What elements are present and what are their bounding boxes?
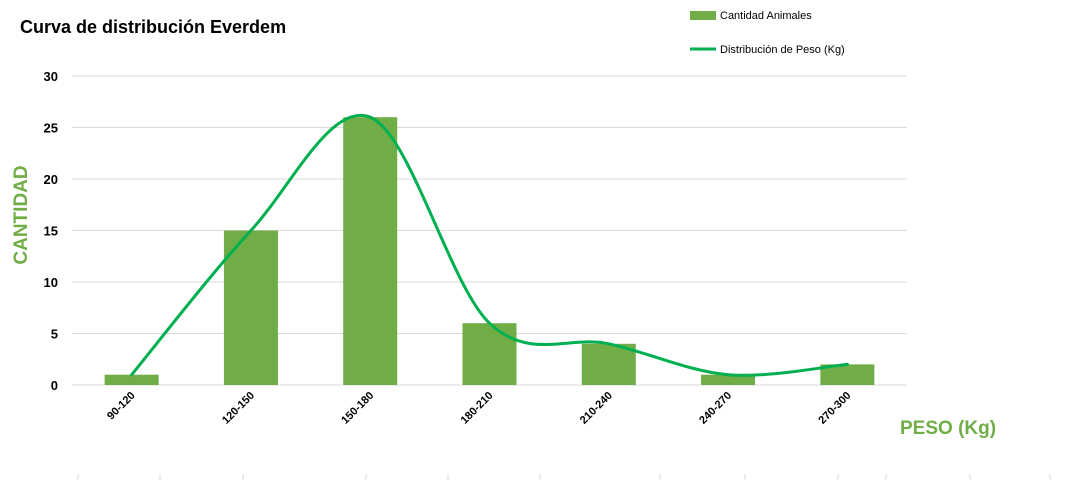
x-tick-label: 120-150 [220, 390, 257, 427]
x-tick-label: 90-120 [105, 390, 138, 423]
chart-title: Curva de distribución Everdem [20, 17, 286, 37]
y-tick-label: 25 [44, 121, 58, 136]
bar-150-180 [343, 117, 398, 385]
x-tick-label: 240-270 [697, 390, 734, 427]
bar-210-240 [581, 343, 636, 385]
legend: Cantidad Animales Distribución de Peso (… [690, 10, 845, 56]
x-tick-label: 180-210 [459, 390, 496, 427]
legend-line-label: Distribución de Peso (Kg) [720, 44, 845, 56]
y-tick-label: 15 [44, 224, 58, 239]
bar-120-150 [223, 230, 278, 385]
legend-bar-label: Cantidad Animales [720, 10, 812, 22]
bar-240-270 [701, 374, 756, 385]
y-tick-label: 20 [44, 172, 58, 187]
x-axis-label: PESO (Kg) [900, 418, 996, 439]
bar-180-210 [462, 323, 517, 385]
distribution-line [130, 113, 849, 377]
y-tick-label: 5 [51, 327, 58, 342]
x-tick-label: 150-180 [339, 390, 376, 427]
y-tick-label: 0 [51, 378, 58, 393]
bottom-tick-marks [77, 474, 1051, 480]
bar-90-120 [104, 374, 159, 385]
bars [104, 117, 875, 385]
y-tick-label: 30 [44, 69, 58, 84]
x-tick-label: 210-240 [578, 390, 615, 427]
distribution-curve [130, 113, 849, 377]
legend-bar-swatch [690, 11, 716, 20]
x-tick-label: 270-300 [816, 390, 853, 427]
y-axis-label: CANTIDAD [11, 165, 32, 264]
x-axis-ticks: 90-120 120-150 150-180 180-210 210-240 240-27… [105, 390, 853, 427]
bar-270-300 [820, 364, 875, 385]
y-tick-label: 10 [44, 275, 58, 290]
y-axis-ticks: 0 5 10 15 20 25 30 [44, 69, 58, 393]
